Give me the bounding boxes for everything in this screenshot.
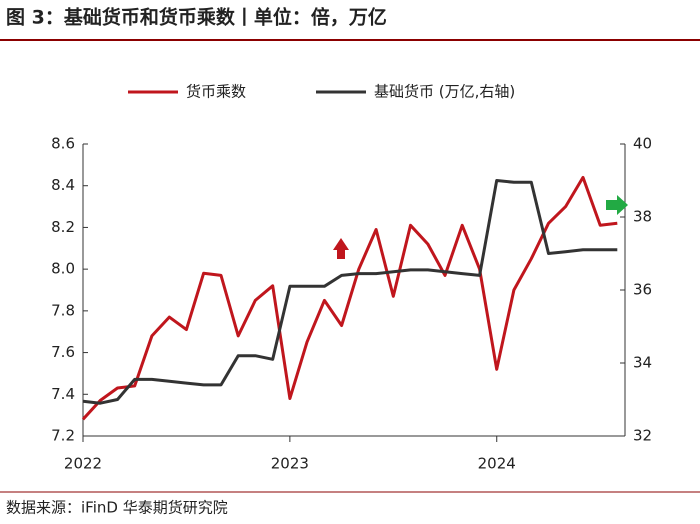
y-tick-label: 7.6 [51,343,75,361]
x-tick-label: 2023 [271,455,309,473]
y-tick-label: 8.4 [51,176,75,194]
y2-tick-label: 36 [633,281,652,299]
y-tick-label: 8.0 [51,260,75,278]
y2-tick-label: 32 [633,427,652,445]
y-tick-label: 7.8 [51,301,75,319]
y2-tick-label: 34 [633,354,652,372]
series-line [81,175,618,421]
y-tick-label: 7.2 [51,427,75,445]
series-line [82,179,618,405]
legend-label: 货币乘数 [186,83,246,101]
up-arrow [333,238,349,259]
legend-label: 基础货币 (万亿,右轴) [374,83,515,101]
chart-title: 图 3：基础货币和货币乘数丨单位：倍，万亿 [6,6,387,29]
y-tick-label: 8.6 [51,135,75,153]
right-arrow [606,195,628,215]
source: 数据来源：iFinD 华泰期货研究院 [6,499,228,517]
x-tick-label: 2024 [478,455,516,473]
x-tick-label: 2022 [64,455,102,473]
y-tick-label: 7.4 [51,385,75,403]
y2-tick-label: 38 [633,208,652,226]
y-tick-label: 8.2 [51,218,75,236]
y2-tick-label: 40 [633,135,652,153]
